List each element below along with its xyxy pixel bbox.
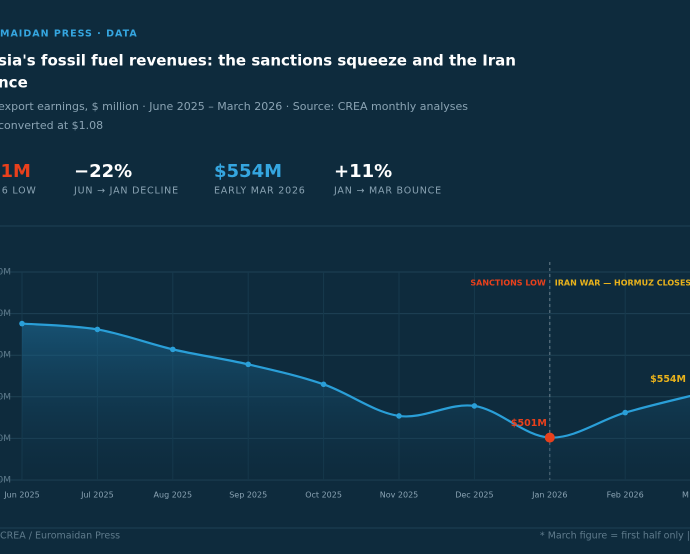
stat-value: +11%	[334, 161, 392, 182]
footer-note: * March figure = first half only |	[540, 531, 690, 542]
point	[245, 361, 251, 368]
y-tick-label: 0M	[0, 434, 11, 444]
y-tick-label: 0M	[0, 351, 11, 361]
y-tick-label: 0M	[0, 476, 11, 486]
stat-label: JUN → JAN DECLINE	[73, 186, 179, 197]
x-tick-label: Feb 2026	[607, 491, 644, 500]
point	[320, 381, 327, 388]
x-tick-label: Jul 2025	[80, 491, 114, 500]
x-tick-label: Jan 2026	[531, 491, 567, 500]
low-point	[544, 432, 555, 443]
line	[21, 322, 690, 439]
value-label: $501M	[511, 418, 547, 429]
point	[471, 403, 478, 409]
point	[19, 320, 25, 327]
stat-value: $554M	[214, 161, 282, 182]
value-label: $554M	[650, 374, 686, 385]
point	[94, 326, 101, 333]
area	[22, 323, 690, 480]
x-tick-label: Nov 2025	[380, 491, 419, 500]
y-tick-label: 0M	[0, 309, 11, 319]
annotation: IRAN WAR — HORMUZ CLOSES	[555, 279, 690, 288]
x-tick-label: Sep 2025	[229, 491, 267, 500]
stat-value: −22%	[74, 161, 132, 182]
x-tick-label: Oct 2025	[305, 491, 342, 500]
x-tick-label: Jun 2025	[3, 491, 39, 500]
x-tick-label: Aug 2025	[154, 491, 193, 500]
stat-value: 01M	[0, 161, 31, 182]
footer-source: CREA / Euromaidan Press	[0, 531, 120, 542]
kicker: MAIDAN PRESS · DATA	[0, 29, 138, 40]
subtitle: converted at $1.08	[0, 119, 103, 132]
x-tick-label: M	[682, 491, 689, 500]
stat-label: EARLY MAR 2026	[214, 186, 306, 197]
point	[396, 413, 402, 419]
title: sia's fossil fuel revenues: the sanction…	[0, 52, 516, 70]
stat-label: 026 LOW	[0, 186, 37, 197]
title: nce	[0, 74, 28, 92]
y-tick-label: 0M	[0, 392, 11, 402]
point	[170, 346, 176, 353]
point	[622, 409, 628, 416]
annotation: SANCTIONS LOW	[470, 279, 546, 288]
subtitle: export earnings, $ million · June 2025 –…	[0, 100, 468, 113]
y-tick-label: 0M	[0, 268, 11, 278]
stat-label: JAN → MAR BOUNCE	[333, 186, 442, 197]
x-tick-label: Dec 2025	[455, 491, 493, 500]
